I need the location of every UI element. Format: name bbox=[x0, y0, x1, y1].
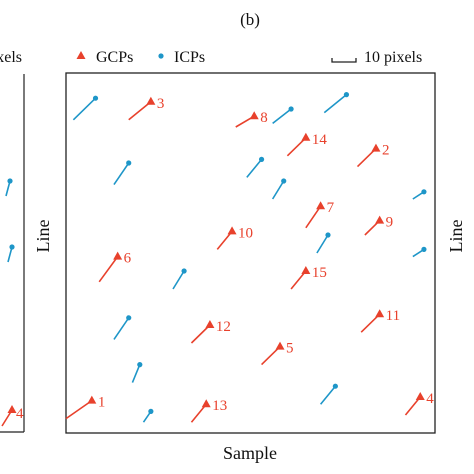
gcp-point-label: 10 bbox=[238, 225, 253, 241]
icp-residual-vector bbox=[113, 162, 130, 186]
gcp-marker bbox=[146, 96, 156, 105]
icp-marker bbox=[421, 246, 427, 252]
x-axis-title: Sample bbox=[223, 443, 277, 463]
icp-residual-vector bbox=[172, 270, 185, 290]
gcp-marker bbox=[371, 143, 381, 152]
legend-icp-label: ICPs bbox=[174, 49, 205, 66]
gcp-point-label: 9 bbox=[386, 215, 394, 231]
left-panel-gcp-marker bbox=[7, 405, 17, 413]
gcp-point-label: 6 bbox=[124, 251, 132, 267]
gcp-marker bbox=[249, 111, 259, 120]
gcp-residual-vector bbox=[98, 256, 119, 283]
gcp-residual-vector bbox=[305, 205, 322, 229]
gcp-marker bbox=[205, 320, 215, 328]
icp-marker bbox=[126, 160, 132, 166]
icp-marker bbox=[181, 268, 187, 274]
gcp-marker bbox=[301, 266, 311, 274]
gcp-marker bbox=[227, 226, 237, 235]
y-axis-title: Line bbox=[33, 220, 53, 253]
gcp-marker bbox=[201, 399, 211, 408]
left-panel-point-label: 4 bbox=[16, 406, 24, 422]
plot-frame bbox=[65, 72, 436, 434]
icp-residual-vector bbox=[113, 317, 130, 340]
left-panel-legend-fragment: xels bbox=[0, 49, 22, 66]
gcp-marker bbox=[375, 215, 385, 224]
icp-residual-vector bbox=[271, 180, 285, 200]
panel-label: (b) bbox=[240, 10, 260, 29]
legend: GCPs ICPs 10 pixels bbox=[76, 49, 422, 66]
gcp-point-label: 14 bbox=[312, 132, 328, 148]
gcp-point-label: 1 bbox=[98, 395, 106, 411]
icp-marker bbox=[148, 408, 154, 414]
gcp-point-label: 2 bbox=[382, 143, 390, 159]
icp-residual-vector bbox=[72, 97, 97, 121]
gcp-marker bbox=[301, 132, 311, 141]
gcp-point-label: 13 bbox=[212, 398, 227, 414]
gcp-point-label: 5 bbox=[286, 341, 294, 357]
icp-residual-vector bbox=[316, 234, 329, 254]
gcp-marker bbox=[316, 201, 326, 210]
legend-gcp-marker bbox=[76, 51, 86, 59]
icp-marker bbox=[281, 178, 287, 184]
legend-scale-label: 10 pixels bbox=[364, 49, 422, 66]
gcp-point-label: 12 bbox=[216, 319, 231, 335]
icp-marker bbox=[332, 383, 338, 389]
icp-residual-vector bbox=[246, 158, 263, 178]
icp-residual-vector bbox=[323, 93, 347, 114]
gcp-point-label: 4 bbox=[426, 391, 434, 407]
icp-marker bbox=[421, 189, 427, 195]
gcp-point-label: 15 bbox=[312, 265, 327, 281]
gcp-point-label: 8 bbox=[260, 110, 268, 126]
gcp-point-label: 11 bbox=[386, 308, 400, 324]
gcp-point-label: 3 bbox=[157, 96, 165, 112]
icp-marker bbox=[92, 95, 99, 101]
icp-marker bbox=[325, 232, 331, 238]
legend-icp-marker bbox=[158, 53, 164, 59]
icp-marker bbox=[137, 362, 143, 368]
gcp-marker bbox=[113, 251, 123, 260]
gcp-marker bbox=[415, 392, 425, 400]
icp-marker bbox=[126, 315, 132, 321]
icp-residual-vector bbox=[272, 108, 292, 125]
icp-residual-vector bbox=[319, 385, 336, 405]
left-panel-icp-marker bbox=[7, 178, 13, 184]
icp-marker bbox=[343, 92, 350, 98]
legend-gcp-label: GCPs bbox=[96, 49, 133, 66]
left-panel-icp-marker bbox=[9, 244, 15, 250]
legend-scale-bar bbox=[331, 58, 357, 63]
right-panel-ylabel-fragment: Line bbox=[446, 220, 466, 253]
gcp-point-label: 7 bbox=[327, 200, 335, 216]
gcp-marker bbox=[87, 395, 97, 404]
gcp-marker bbox=[275, 341, 285, 350]
gcp-marker bbox=[375, 309, 385, 318]
icp-residual-vector bbox=[131, 364, 141, 383]
icp-marker bbox=[288, 106, 294, 112]
icp-marker bbox=[258, 156, 265, 162]
